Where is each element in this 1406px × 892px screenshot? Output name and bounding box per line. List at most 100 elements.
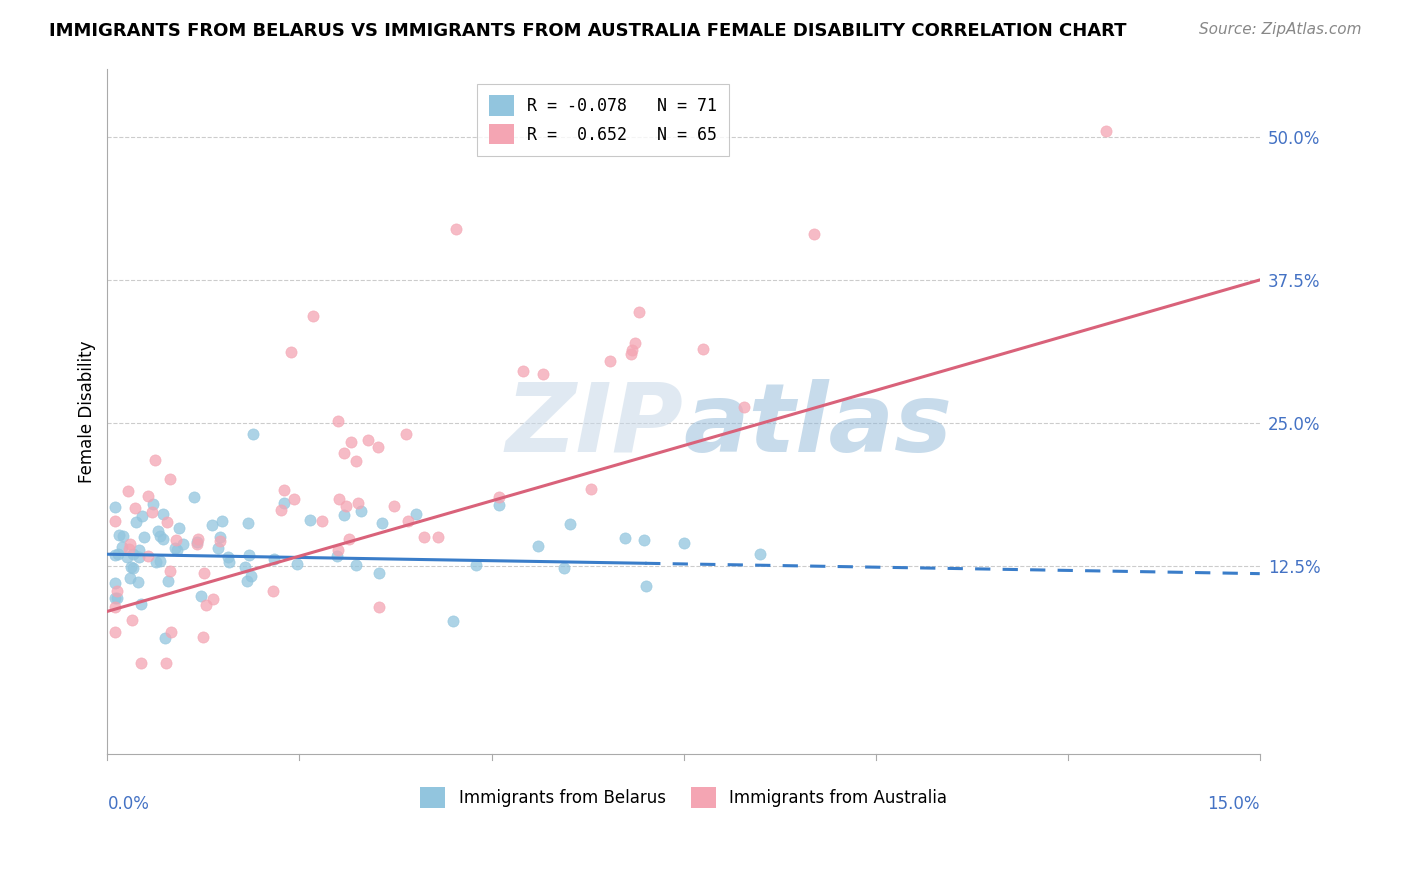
Point [273, 496, 295, 510]
Point [441, 614, 464, 628]
Point [104, 599, 127, 614]
Point [191, 630, 214, 644]
Point [634, 579, 657, 593]
Point [104, 549, 127, 563]
Point [1095, 124, 1118, 138]
Point [488, 498, 510, 512]
Y-axis label: Female Disability: Female Disability [79, 340, 96, 483]
Point [146, 524, 169, 539]
Point [105, 591, 128, 605]
Point [104, 625, 127, 640]
Point [218, 555, 240, 569]
Point [236, 574, 259, 588]
Point [344, 558, 367, 572]
Point [186, 536, 208, 550]
Point [201, 518, 224, 533]
Point [136, 489, 159, 503]
Point [169, 521, 191, 535]
Point [107, 547, 129, 561]
Point [367, 440, 389, 454]
Point [128, 549, 150, 564]
Point [187, 533, 209, 547]
Point [120, 559, 142, 574]
Point [202, 592, 225, 607]
Point [165, 533, 187, 547]
Point [136, 549, 159, 564]
Text: IMMIGRANTS FROM BELARUS VS IMMIGRANTS FROM AUSTRALIA FEMALE DISABILITY CORRELATI: IMMIGRANTS FROM BELARUS VS IMMIGRANTS FR… [49, 22, 1126, 40]
Text: ZIP: ZIP [506, 378, 683, 472]
Point [155, 515, 177, 529]
Point [108, 528, 131, 542]
Point [238, 548, 260, 562]
Point [195, 598, 218, 612]
Point [553, 561, 575, 575]
Point [395, 427, 418, 442]
Point [149, 529, 172, 543]
Point [339, 435, 361, 450]
Point [121, 614, 143, 628]
Point [186, 535, 208, 549]
Text: 0.0%: 0.0% [107, 796, 149, 814]
Text: atlas: atlas [683, 378, 952, 472]
Point [335, 500, 357, 514]
Point [118, 536, 141, 550]
Point [620, 347, 643, 361]
Point [273, 483, 295, 497]
Point [672, 536, 695, 550]
Point [211, 515, 233, 529]
Point [159, 564, 181, 578]
Point [129, 597, 152, 611]
Point [733, 400, 755, 414]
Point [160, 624, 183, 639]
Point [270, 503, 292, 517]
Point [233, 560, 256, 574]
Point [579, 482, 602, 496]
Point [533, 367, 555, 381]
Point [262, 583, 284, 598]
Point [104, 515, 127, 529]
Point [122, 561, 145, 575]
Point [328, 491, 350, 506]
Point [209, 530, 232, 544]
Point [120, 571, 142, 585]
Point [527, 539, 550, 553]
Point [749, 547, 772, 561]
Legend: Immigrants from Belarus, Immigrants from Australia: Immigrants from Belarus, Immigrants from… [413, 780, 953, 814]
Point [112, 529, 135, 543]
Point [142, 497, 165, 511]
Point [512, 364, 534, 378]
Point [110, 541, 132, 555]
Point [128, 542, 150, 557]
Point [159, 472, 181, 486]
Point [357, 433, 380, 447]
Point [141, 504, 163, 518]
Point [183, 490, 205, 504]
Point [488, 490, 510, 504]
Point [283, 491, 305, 506]
Point [599, 354, 621, 368]
Point [240, 568, 263, 582]
Point [104, 591, 127, 605]
Point [124, 500, 146, 515]
Point [332, 508, 354, 522]
Point [350, 504, 373, 518]
Point [152, 508, 174, 522]
Text: 15.0%: 15.0% [1208, 796, 1260, 814]
Point [153, 631, 176, 645]
Point [145, 555, 167, 569]
Point [367, 600, 389, 615]
Point [558, 516, 581, 531]
Point [104, 500, 127, 514]
Point [209, 533, 232, 548]
Point [803, 227, 825, 242]
Point [117, 484, 139, 499]
Point [384, 499, 406, 513]
Point [337, 532, 360, 546]
Point [298, 512, 321, 526]
Point [125, 515, 148, 529]
Point [242, 427, 264, 442]
Point [328, 414, 350, 428]
Point [152, 532, 174, 546]
Point [628, 305, 651, 319]
Point [623, 336, 645, 351]
